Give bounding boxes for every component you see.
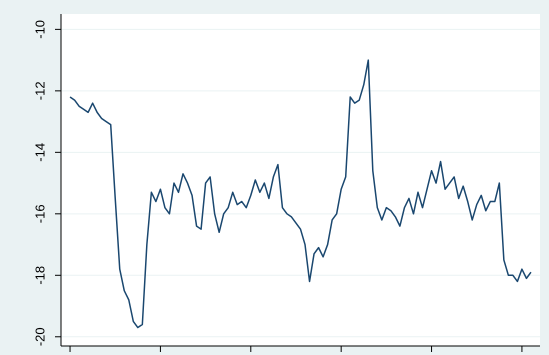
line — [69, 59, 532, 329]
y-tick-label: -16 — [32, 204, 47, 223]
y-tick-label: -12 — [32, 81, 47, 100]
y-tick-label: -18 — [32, 266, 47, 285]
y-tick-label: -20 — [32, 327, 47, 346]
y-tick-label: -14 — [32, 143, 47, 162]
plot-area — [61, 14, 540, 346]
y-tick-label: -10 — [32, 20, 47, 39]
